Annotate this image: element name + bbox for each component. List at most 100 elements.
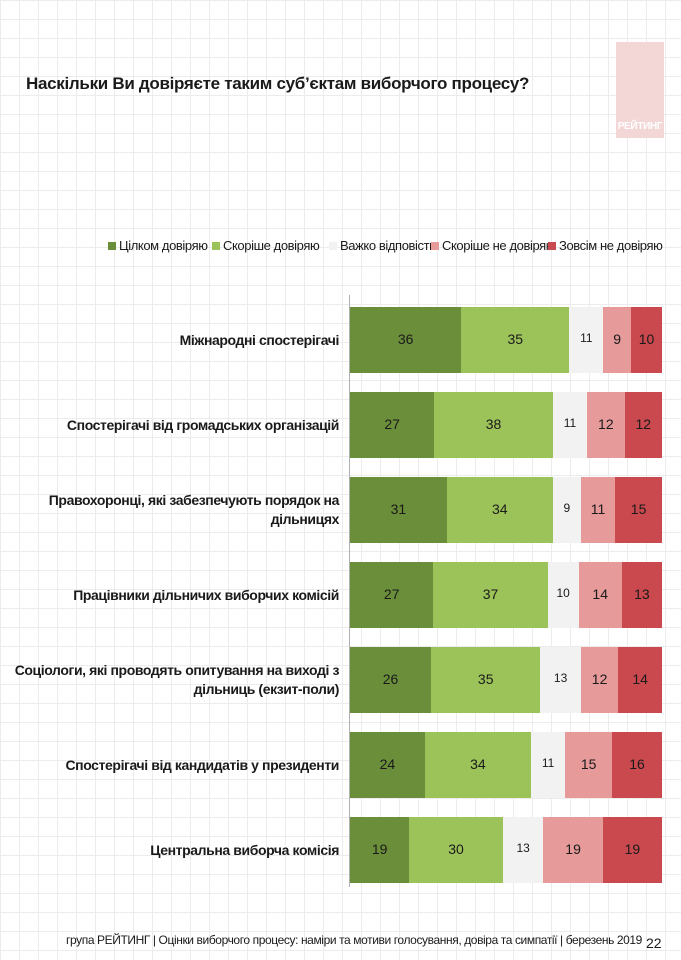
bar-segment: [618, 647, 662, 713]
data-label: 35: [477, 671, 494, 687]
bar-segment: [446, 477, 553, 543]
data-label: 12: [591, 671, 608, 687]
data-label: 30: [448, 841, 464, 857]
footer-text: група РЕЙТИНГ | Оцінки виборчого процесу…: [66, 933, 642, 947]
chart-legend: Цілком довіряю Скоріше довіряю Важко відпо…: [108, 238, 668, 256]
category-label: Правохоронці, які забезпечують порядок н…: [48, 492, 340, 527]
category-label: Спостерігачі від громадських організацій: [66, 416, 339, 433]
bar-segment: [461, 307, 570, 373]
data-label: 9: [563, 501, 571, 515]
legend-item: Цілком довіряю: [108, 238, 208, 253]
data-label: 36: [397, 331, 414, 347]
chart-title: Наскільки Ви довіряєте таким суб’єктам в…: [26, 74, 530, 93]
bar-segment: [543, 817, 603, 883]
bar-segment: [424, 732, 531, 798]
bar-segment: [615, 477, 662, 543]
bar-segment: [350, 647, 432, 713]
data-label: 15: [630, 501, 647, 517]
data-label: 19: [624, 841, 641, 857]
category-label: Працівники дільничих виборчих комісій: [73, 586, 339, 603]
legend-item: Скоріше не довіряю: [431, 238, 556, 253]
bar-segment: [552, 392, 588, 458]
legend-item: Зовсім не довіряю: [548, 238, 663, 253]
bar-segment: [631, 307, 662, 373]
rating-logo: РЕЙТИНГ: [616, 42, 664, 138]
data-label: 11: [563, 416, 577, 430]
data-label: 27: [383, 586, 400, 602]
data-label: 38: [485, 416, 502, 432]
data-label: 34: [491, 501, 508, 517]
category-label: Міжнародні спостерігачі: [179, 331, 340, 348]
legend-swatch: [329, 242, 337, 250]
bar-segment: [578, 562, 622, 628]
legend-swatch: [548, 242, 556, 250]
bar-segment: [624, 392, 662, 458]
data-label: 27: [384, 416, 400, 432]
data-label: 35: [507, 331, 524, 347]
legend-label: Важко відповісти: [340, 238, 437, 253]
data-label: 26: [382, 671, 399, 687]
data-label: 13: [516, 841, 530, 855]
bar-segment: [350, 562, 434, 628]
bar-segment: [434, 392, 553, 458]
data-label: 11: [580, 331, 593, 345]
data-label: 12: [598, 416, 614, 432]
bar-segment: [350, 307, 462, 373]
data-label: 10: [638, 331, 655, 347]
bar-segment: [350, 392, 435, 458]
data-label: 13: [634, 586, 650, 602]
bar-segment: [621, 562, 662, 628]
legend-label: Цілком довіряю: [119, 238, 208, 253]
data-label: 31: [390, 501, 407, 517]
data-label: 14: [592, 586, 608, 602]
bar-segment: [530, 732, 566, 798]
data-label: 16: [629, 756, 645, 772]
bar-segment: [587, 392, 625, 458]
page-number: 22: [646, 935, 662, 951]
bar-segment: [350, 817, 410, 883]
data-label: 12: [635, 416, 652, 432]
legend-swatch: [431, 242, 439, 250]
bar-segment: [580, 477, 616, 543]
data-label: 10: [556, 586, 570, 600]
category-label: Спостерігачі від кандидатів у президенти: [65, 756, 339, 773]
data-label: 24: [379, 756, 396, 772]
bar-segment: [602, 817, 662, 883]
bar-segment: [552, 477, 581, 543]
bar-segment: [409, 817, 503, 883]
bar-segment: [350, 732, 425, 798]
data-label: 13: [553, 671, 568, 685]
category-label: Соціологи, які проводять опитування на в…: [14, 662, 340, 697]
data-label: 37: [482, 586, 499, 602]
data-label: 11: [541, 756, 555, 770]
category-axis-line: [349, 295, 350, 887]
legend-item: Важко відповісти: [329, 238, 436, 253]
legend-label: Зовсім не довіряю: [559, 238, 663, 253]
bar-segment: [580, 647, 619, 713]
category-label: Центральна виборча комісія: [150, 841, 339, 858]
bar-segment: [612, 732, 662, 798]
legend-label: Скоріше довіряю: [223, 238, 320, 253]
legend-swatch: [108, 242, 116, 250]
logo-text: РЕЙТИНГ: [617, 121, 663, 132]
bar-segment: [350, 477, 447, 543]
bar-segment: [431, 647, 541, 713]
data-label: 15: [580, 756, 597, 772]
data-label: 19: [371, 841, 388, 857]
data-label: 9: [613, 331, 622, 347]
data-label: 11: [590, 501, 606, 517]
legend-swatch: [212, 242, 220, 250]
bar-segment: [547, 562, 579, 628]
bar-segment: [502, 817, 544, 883]
data-label: 19: [565, 841, 581, 857]
legend-label: Скоріше не довіряю: [442, 238, 556, 253]
data-label: 34: [470, 756, 486, 772]
bar-segment: [433, 562, 548, 628]
bar-segment: [569, 307, 604, 373]
bar-segment: [603, 307, 632, 373]
legend-item: Скоріше довіряю: [212, 238, 320, 253]
bar-segment: [565, 732, 613, 798]
data-label: 14: [632, 671, 648, 687]
bar-segment: [540, 647, 581, 713]
